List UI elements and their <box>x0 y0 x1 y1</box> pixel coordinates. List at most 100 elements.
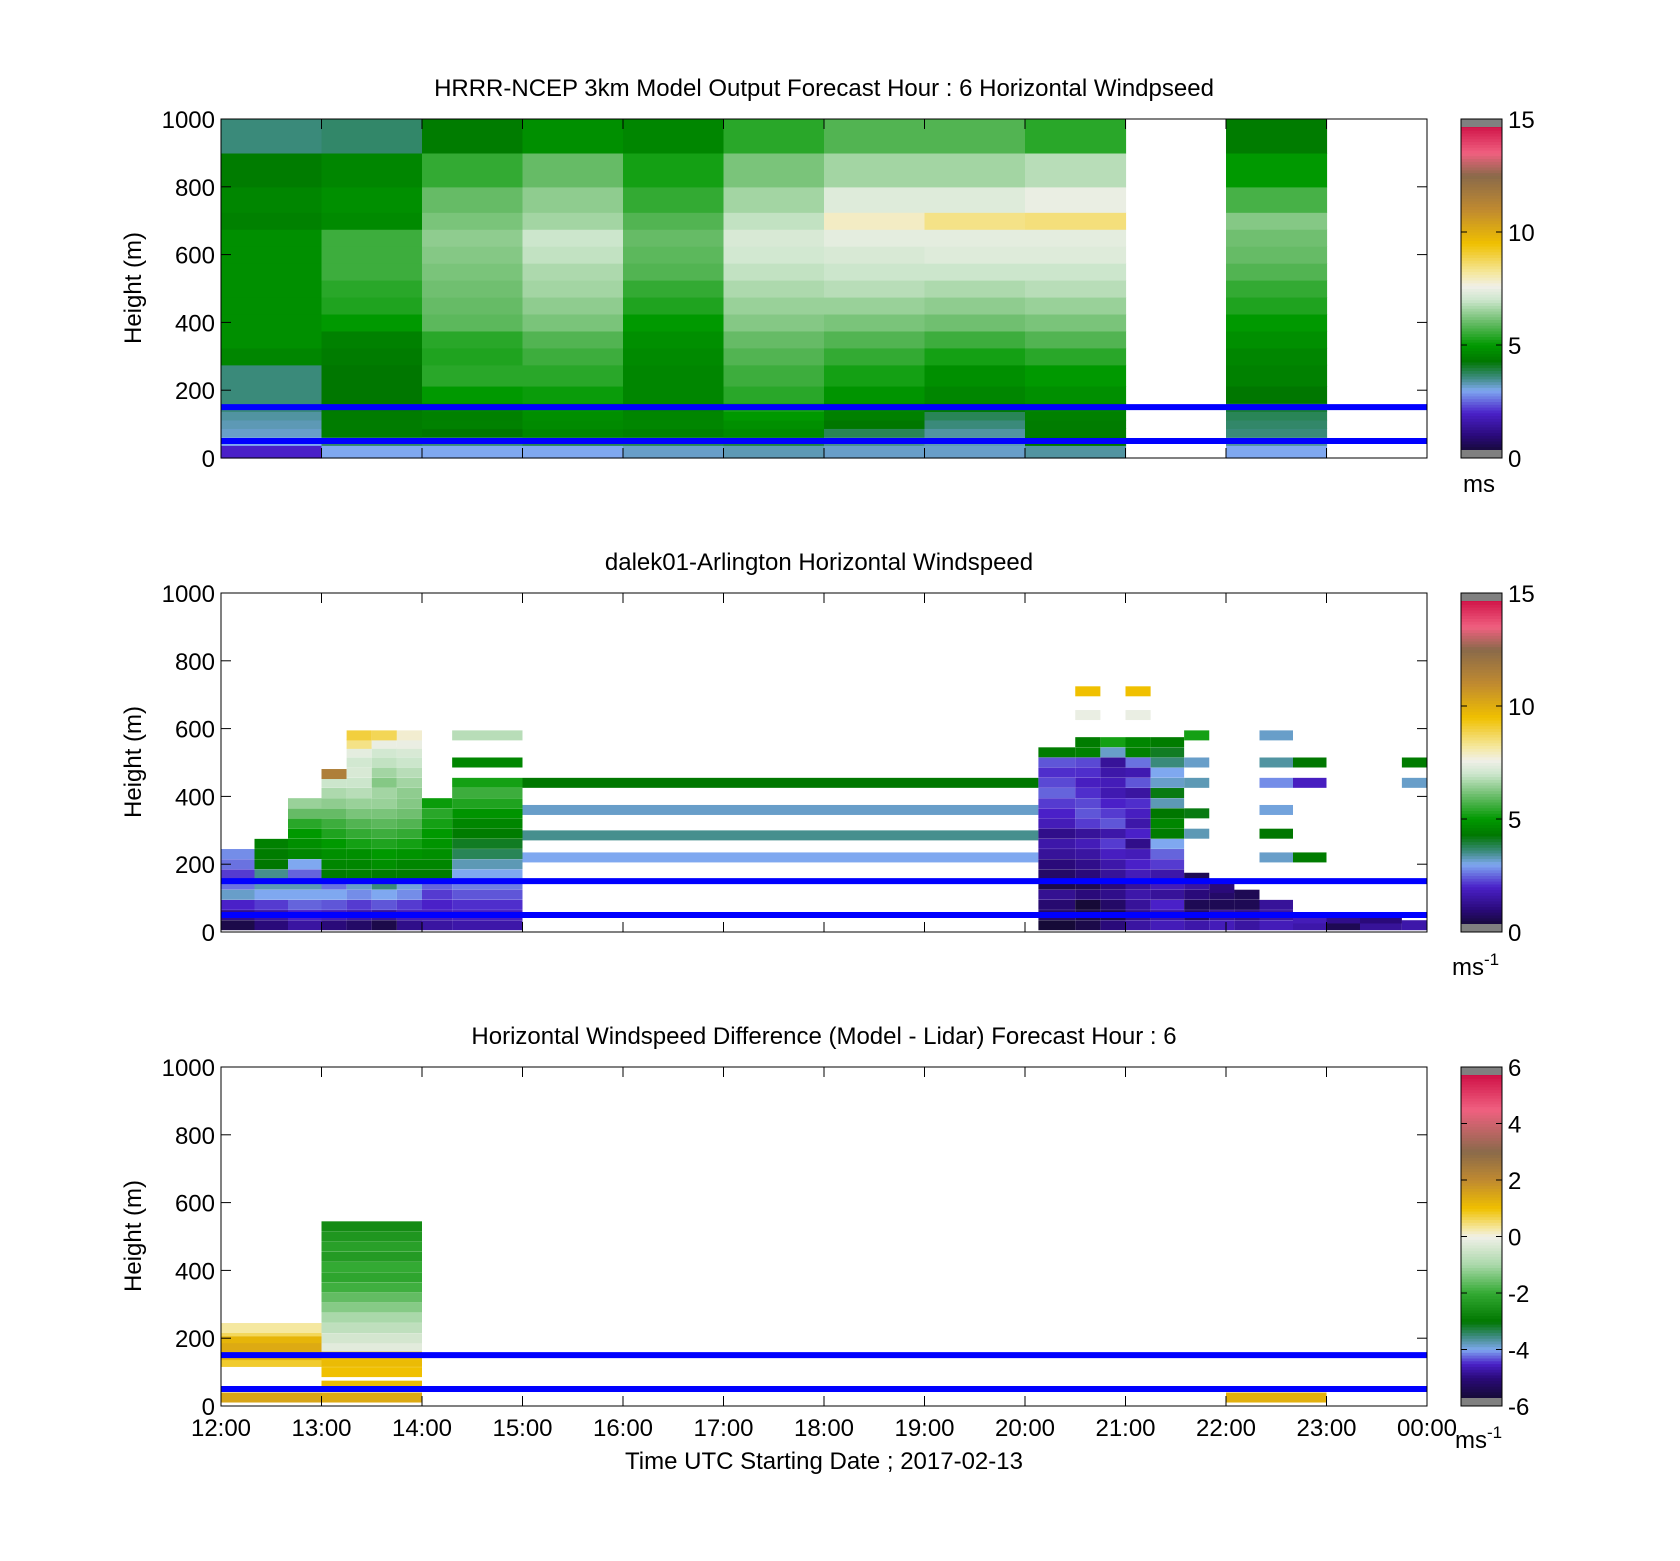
colorbar-end-cap <box>1461 1398 1502 1406</box>
colorbar-tick-label: 6 <box>1508 1055 1521 1082</box>
heatmap-cell <box>321 280 423 298</box>
heatmap-cell <box>221 920 255 931</box>
y-tick-label: 800 <box>175 175 215 202</box>
heatmap-cell <box>1038 889 1076 900</box>
x-tick-labels: 12:00 13:00 14:00 15:00 16:00 17:00 18:00 19:00… <box>191 1415 1457 1442</box>
colorbar-segment <box>1461 370 1502 374</box>
colorbar-segment <box>1461 1092 1502 1096</box>
colorbar-tick-label: -4 <box>1508 1338 1529 1365</box>
heatmap-cell <box>346 767 372 778</box>
colorbar-segment <box>1461 280 1502 284</box>
heatmap-cell <box>452 849 523 860</box>
colorbar-segment <box>1461 706 1502 710</box>
heatmap-cell <box>396 738 422 749</box>
heatmap-cell <box>321 769 347 780</box>
heatmap-cell <box>522 313 624 332</box>
colorbar-segment <box>1461 895 1502 899</box>
unit-label: ms <box>1463 471 1495 498</box>
heatmap-cell <box>396 889 422 900</box>
heatmap-cell <box>221 246 323 264</box>
colorbar-segment <box>1461 206 1502 210</box>
heatmap-cell <box>924 280 1026 298</box>
heatmap-cell <box>1226 212 1328 230</box>
heatmap-cell <box>422 419 524 429</box>
heatmap-cell <box>1226 313 1328 332</box>
heatmap-cell <box>1038 777 1076 788</box>
colorbar-segment <box>1461 195 1502 199</box>
colorbar-segment <box>1461 220 1502 225</box>
heatmap-cell <box>522 411 624 421</box>
heatmap-cell <box>723 119 825 154</box>
heatmap-cell <box>924 229 1026 247</box>
heatmap-cell <box>1125 686 1151 697</box>
colorbar-segment <box>1461 381 1502 386</box>
heatmap-cell <box>1025 330 1127 349</box>
colorbar-tick-label: -2 <box>1508 1281 1529 1308</box>
heatmap-cell <box>824 280 926 298</box>
colorbar-segment <box>1461 288 1502 292</box>
heatmap-cell <box>824 428 926 438</box>
x-tick-label: 12:00 <box>191 1415 251 1442</box>
colorbar-segment <box>1461 1208 1502 1212</box>
heatmap-cell <box>924 119 1026 154</box>
heatmap-cell <box>321 1262 422 1273</box>
colorbar-segment <box>1461 680 1502 684</box>
heatmap-cell <box>1075 808 1101 819</box>
colorbar-segment <box>1461 1341 1502 1345</box>
x-axis-label: Time UTC Starting Date ; 2017-02-13 <box>625 1448 1023 1475</box>
colorbar-segment <box>1461 1148 1502 1153</box>
colorbar-segment <box>1461 1103 1502 1108</box>
colorbar-segment <box>1461 438 1502 442</box>
colorbar-segment <box>1461 714 1502 718</box>
heatmap-cell <box>1038 879 1076 890</box>
heatmap-cell <box>1125 849 1151 860</box>
colorbar-tick-label: -6 <box>1508 1394 1529 1421</box>
colorbar-segment <box>1461 415 1502 419</box>
heatmap-cell <box>346 869 372 880</box>
colorbar-segment <box>1461 717 1502 721</box>
heatmap-cell <box>1125 757 1151 768</box>
colorbar-segment <box>1461 725 1502 730</box>
heatmap-cell <box>321 186 423 213</box>
heatmap-cell <box>346 899 372 910</box>
heatmap-cell <box>1125 808 1151 819</box>
heatmap-cell <box>1125 869 1151 880</box>
colorbar-segment <box>1461 1196 1502 1201</box>
colorbar-end-cap <box>1461 119 1502 127</box>
colorbar-segment <box>1461 638 1502 642</box>
heatmap-cell <box>396 730 422 741</box>
heatmap-cell <box>824 313 926 332</box>
colorbar-segment <box>1461 689 1502 693</box>
colorbar-segment <box>1461 898 1502 902</box>
heatmap-cell <box>1259 804 1293 815</box>
x-tick-label: 17:00 <box>693 1415 753 1442</box>
heatmap-cell <box>422 152 524 188</box>
colorbar-segment <box>1461 1205 1502 1209</box>
colorbar-segment <box>1461 1273 1502 1277</box>
heatmap-cell <box>1075 838 1101 849</box>
colorbar-segment <box>1461 446 1502 451</box>
heatmap-cell <box>221 364 323 387</box>
colorbar-segment <box>1461 246 1502 250</box>
colorbar-segment <box>1461 1304 1502 1308</box>
heatmap-cell <box>452 730 523 741</box>
colorbar-segment <box>1461 686 1502 690</box>
colorbar-segment <box>1461 1228 1502 1232</box>
heatmap-cell <box>396 920 422 931</box>
heatmap-cell <box>1259 899 1293 910</box>
colorbar-segment <box>1461 209 1502 213</box>
heatmap-cell <box>221 899 255 910</box>
heatmap-cell <box>1226 445 1328 459</box>
heatmap-cell <box>1209 889 1235 900</box>
colorbar-segment <box>1461 601 1502 605</box>
heatmap-cell <box>371 738 397 749</box>
heatmap-cell <box>422 920 453 931</box>
colorbar-segment <box>1461 135 1502 140</box>
heatmap-cell <box>1226 186 1328 213</box>
heatmap-cell <box>1100 818 1126 829</box>
heatmap-cell <box>824 296 926 315</box>
heatmap-cell <box>1025 347 1127 366</box>
colorbar-segment <box>1461 632 1502 636</box>
heatmap-cell <box>1025 313 1127 332</box>
heatmap-cell <box>371 777 397 788</box>
